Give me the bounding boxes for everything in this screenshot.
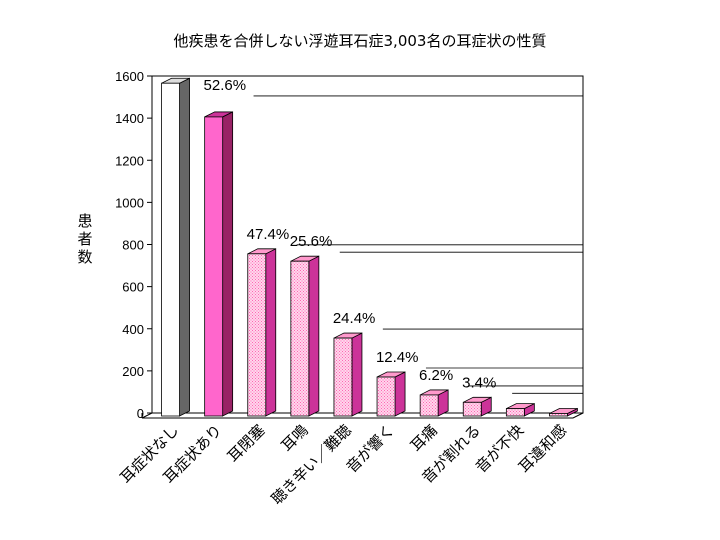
percent-label: 25.6% xyxy=(290,233,333,250)
y-tick-label: 400 xyxy=(122,322,144,337)
bar xyxy=(419,394,439,417)
bar xyxy=(462,401,482,417)
y-tick-label: 200 xyxy=(122,364,144,379)
bar xyxy=(247,253,267,417)
bar xyxy=(549,413,568,417)
bar-side xyxy=(222,111,234,417)
y-axis-label: 患者数 xyxy=(77,212,93,266)
bar-side xyxy=(308,255,320,417)
bar xyxy=(161,82,180,417)
x-category-label: 耳違和感 xyxy=(515,421,570,476)
percent-label: 24.4% xyxy=(333,310,376,327)
bar xyxy=(290,260,310,417)
bar-side xyxy=(179,77,190,417)
y-tick-label: 600 xyxy=(122,280,144,295)
bar xyxy=(333,337,353,417)
bar-side xyxy=(394,371,406,417)
y-tick-label: 1000 xyxy=(115,195,144,210)
bar-side xyxy=(351,332,363,417)
x-category-label: 耳閉塞 xyxy=(224,421,269,466)
percent-label: 47.4% xyxy=(247,226,290,243)
y-tick-label: 0 xyxy=(137,406,144,421)
x-category-label: 音が響く xyxy=(343,421,398,476)
percent-label: 52.6% xyxy=(204,77,247,94)
chart-title: 他疾患を合併しない浮遊耳石症3,003名の耳症状の性質 xyxy=(173,32,547,50)
x-category-label: 耳鳴 xyxy=(278,421,312,455)
percent-label: 3.4% xyxy=(462,374,496,391)
y-tick-label: 1400 xyxy=(115,111,144,126)
bar-side xyxy=(265,248,277,417)
bar xyxy=(376,376,396,417)
y-tick-label: 1600 xyxy=(115,69,144,84)
bar xyxy=(505,408,525,417)
bar xyxy=(204,116,224,417)
x-category-label: 耳痛 xyxy=(407,421,441,455)
percent-label: 12.4% xyxy=(376,349,419,366)
y-tick-label: 800 xyxy=(122,238,144,253)
y-tick-label: 1200 xyxy=(115,153,144,168)
percent-label: 6.2% xyxy=(419,367,453,384)
